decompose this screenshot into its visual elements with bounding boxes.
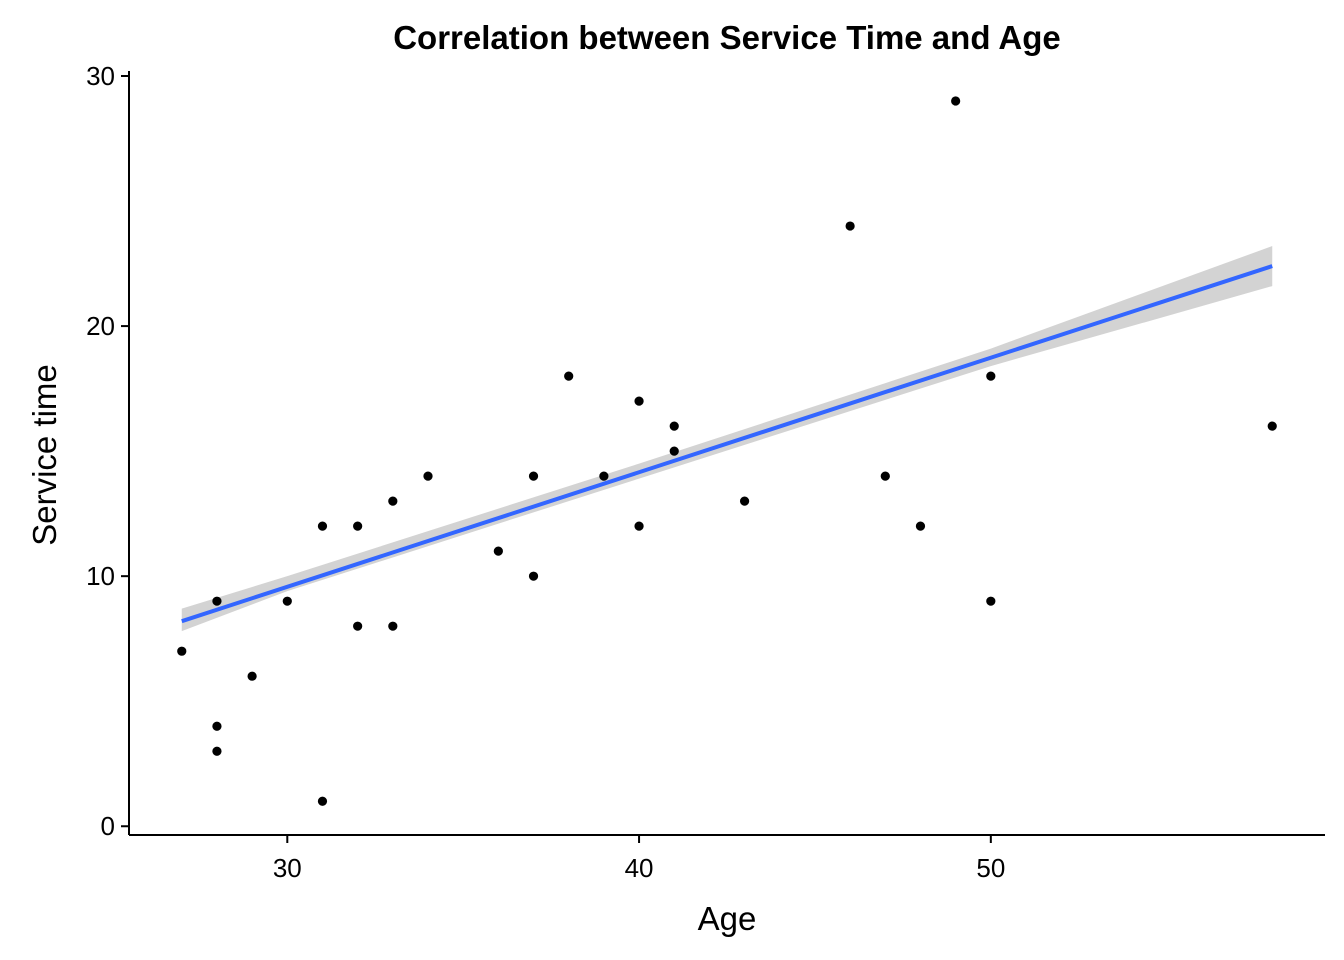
data-point [493, 546, 503, 556]
data-point [599, 471, 609, 481]
data-point [388, 496, 398, 506]
data-point [634, 396, 644, 406]
data-point [317, 521, 328, 531]
data-point [423, 471, 433, 481]
confidence-ribbon [181, 246, 1273, 632]
x-tick-label: 30 [273, 853, 302, 883]
data-point [212, 746, 222, 756]
y-tick-label: 30 [86, 61, 115, 91]
data-point [353, 521, 363, 531]
data-point [353, 621, 363, 631]
x-axis-ticks: 30 40 50 [273, 835, 1005, 883]
data-point [880, 471, 890, 481]
data-point [986, 371, 996, 381]
data-point [212, 596, 222, 606]
y-tick-label: 0 [101, 811, 115, 841]
x-tick-label: 50 [976, 853, 1005, 883]
data-point [669, 446, 679, 456]
data-point [739, 496, 750, 506]
data-point [282, 596, 292, 606]
data-point [212, 721, 222, 731]
trend-line-group [181, 264, 1273, 624]
data-point [1267, 421, 1277, 431]
data-point [528, 571, 539, 581]
y-tick-label: 10 [86, 561, 115, 591]
chart-title: Correlation between Service Time and Age [393, 19, 1061, 56]
data-point [951, 96, 961, 106]
data-point [317, 796, 328, 806]
y-axis-label: Service time [26, 364, 63, 546]
y-tick-label: 20 [86, 311, 115, 341]
x-axis-label: Age [698, 900, 757, 937]
data-point [564, 371, 574, 381]
data-point [669, 421, 679, 431]
data-point [528, 471, 539, 481]
trend-line [181, 264, 1273, 624]
data-point [845, 221, 855, 231]
data-point [634, 521, 644, 531]
data-point [247, 671, 257, 681]
data-point [915, 521, 926, 531]
ci-ribbon-group [181, 246, 1273, 632]
data-point [986, 596, 996, 606]
data-point [177, 646, 187, 656]
data-points [177, 96, 1277, 806]
y-axis-ticks: 0 10 20 30 [86, 61, 129, 841]
x-tick-label: 40 [625, 853, 654, 883]
data-point [388, 621, 398, 631]
